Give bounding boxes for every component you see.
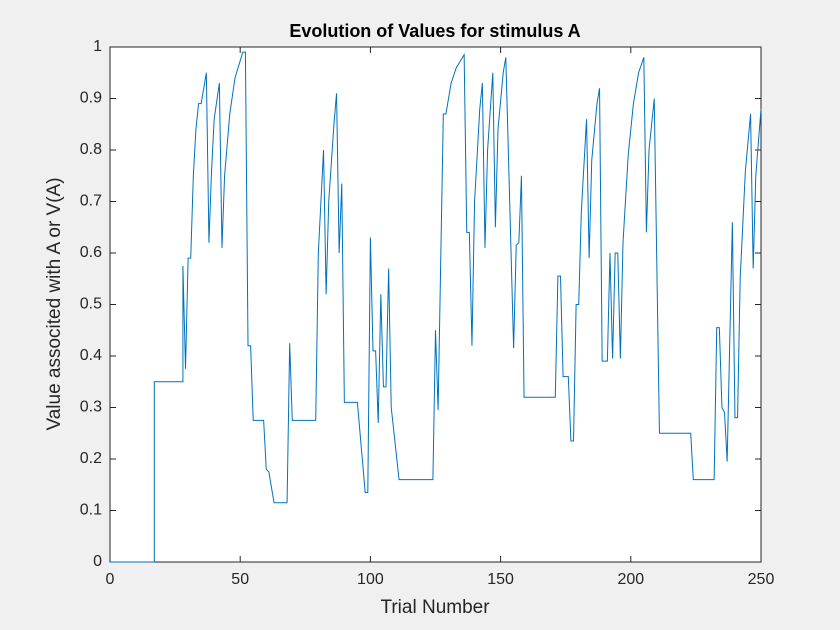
x-tick-label: 0 — [106, 571, 115, 588]
y-tick-label: 0.4 — [80, 347, 102, 364]
y-tick-label: 0.6 — [80, 244, 102, 261]
plot-area — [110, 47, 761, 562]
y-tick-label: 0.9 — [80, 90, 102, 107]
chart-title: Evolution of Values for stimulus A — [289, 21, 580, 41]
x-tick-label: 250 — [748, 571, 775, 588]
y-tick-label: 0.5 — [80, 296, 102, 313]
x-tick-label: 100 — [357, 571, 384, 588]
y-tick-label: 0.2 — [80, 450, 102, 467]
y-tick-label: 0.3 — [80, 399, 102, 416]
y-tick-label: 0.8 — [80, 141, 102, 158]
x-tick-label: 200 — [617, 571, 644, 588]
y-tick-label: 1 — [93, 38, 102, 55]
y-tick-label: 0.1 — [80, 502, 102, 519]
x-tick-label: 150 — [487, 571, 514, 588]
line-series — [110, 51, 762, 563]
y-tick-label: 0 — [93, 553, 102, 570]
y-axis-label: Value associted with A or V(A) — [44, 177, 65, 430]
x-tick-label: 50 — [231, 571, 249, 588]
x-axis-label: Trial Number — [380, 597, 490, 618]
y-tick-label: 0.7 — [80, 193, 102, 210]
